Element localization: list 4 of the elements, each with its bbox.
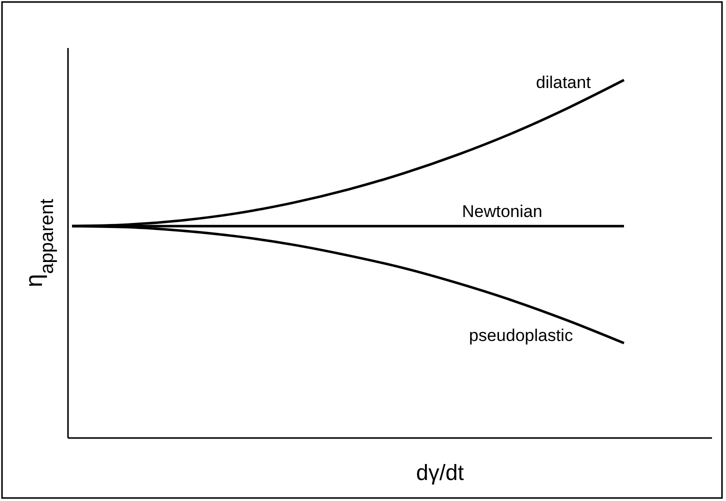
x-axis-title: dγ/dt <box>416 460 464 485</box>
series-label: dilatant <box>536 73 592 92</box>
series-label: Newtonian <box>462 202 542 222</box>
series-label: pseudoplastic <box>469 326 574 346</box>
